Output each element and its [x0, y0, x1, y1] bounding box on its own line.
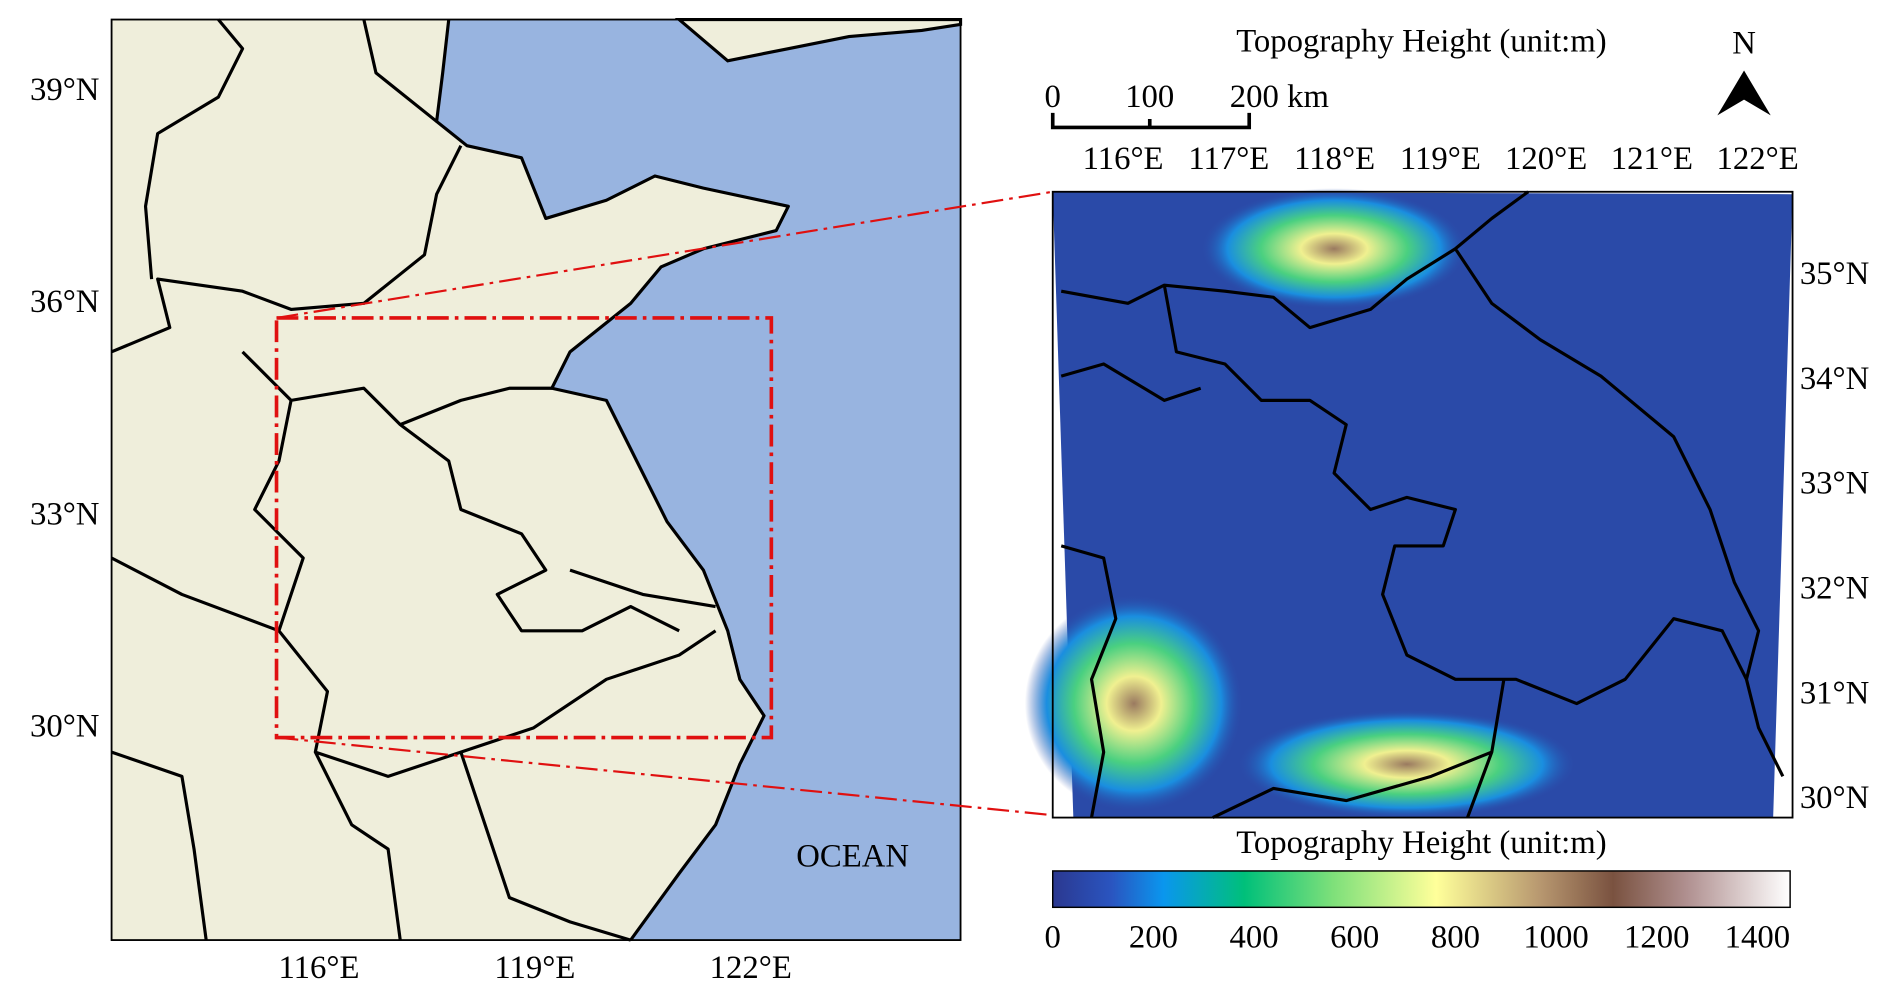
lat-label: 34°N: [1800, 361, 1869, 397]
lon-label: 121°E: [1611, 141, 1693, 177]
colorbar-tick-label: 600: [1330, 920, 1379, 956]
colorbar-title: Topography Height (unit:m): [1236, 825, 1606, 861]
colorbar-scale: [1052, 870, 1791, 909]
lon-label: 116°E: [278, 950, 359, 986]
colorbar-tick-label: 1400: [1725, 920, 1790, 956]
right-map: Topography Height (unit:m) N: [1024, 23, 1794, 819]
terrain-high: [1237, 709, 1577, 819]
terrain: [1052, 191, 1793, 818]
coastline: [435, 19, 790, 942]
lon-label: 119°E: [494, 950, 575, 986]
colorbar-tick-label: 1000: [1523, 920, 1588, 956]
north-arrow: [1717, 70, 1771, 116]
colorbar-tick-label: 400: [1230, 920, 1279, 956]
colorbar-tick-label: 1200: [1624, 920, 1689, 956]
lat-label: 39°N: [30, 72, 99, 108]
colorbar-tick-label: 800: [1431, 920, 1480, 956]
lon-label: 116°E: [1083, 141, 1164, 177]
scale-label: 0: [1045, 79, 1061, 115]
frame: [1051, 190, 1794, 819]
zoom-box: [274, 316, 774, 740]
lon-label: 120°E: [1505, 141, 1587, 177]
province-border: [1060, 190, 1785, 819]
frame: [110, 18, 962, 941]
lat-label: 36°N: [30, 284, 99, 320]
ocean-label: OCEAN: [796, 838, 909, 874]
scale-label: 200 km: [1230, 79, 1329, 115]
terrain-high: [1200, 188, 1468, 310]
lon-label: 118°E: [1294, 141, 1375, 177]
terrain-high: [1024, 594, 1244, 813]
lat-label: 33°N: [30, 496, 99, 532]
lon-label: 122°E: [1717, 141, 1799, 177]
lat-label: 30°N: [1800, 780, 1869, 816]
north-label: N: [1732, 26, 1756, 62]
lat-label: 35°N: [1800, 256, 1869, 292]
lat-label: 31°N: [1800, 675, 1869, 711]
scale-label: 100: [1125, 79, 1174, 115]
ocean: [436, 19, 961, 941]
lon-label: 122°E: [710, 950, 792, 986]
lat-label: 30°N: [30, 709, 99, 745]
lat-label: 33°N: [1800, 466, 1869, 502]
colorbar-tick-label: 200: [1129, 920, 1178, 956]
scale-bar: [1050, 112, 1252, 130]
lon-label: 119°E: [1400, 141, 1481, 177]
lon-label: 117°E: [1188, 141, 1269, 177]
zoom-connector: [276, 190, 1053, 817]
colorbar: Topography Height (unit:m): [1052, 825, 1791, 909]
lat-label: 32°N: [1800, 571, 1869, 607]
province-border: [110, 18, 717, 942]
left-map: OCEAN: [110, 17, 963, 942]
colorbar-tick-label: 0: [1045, 920, 1061, 956]
map-title: Topography Height (unit:m): [1236, 23, 1606, 59]
